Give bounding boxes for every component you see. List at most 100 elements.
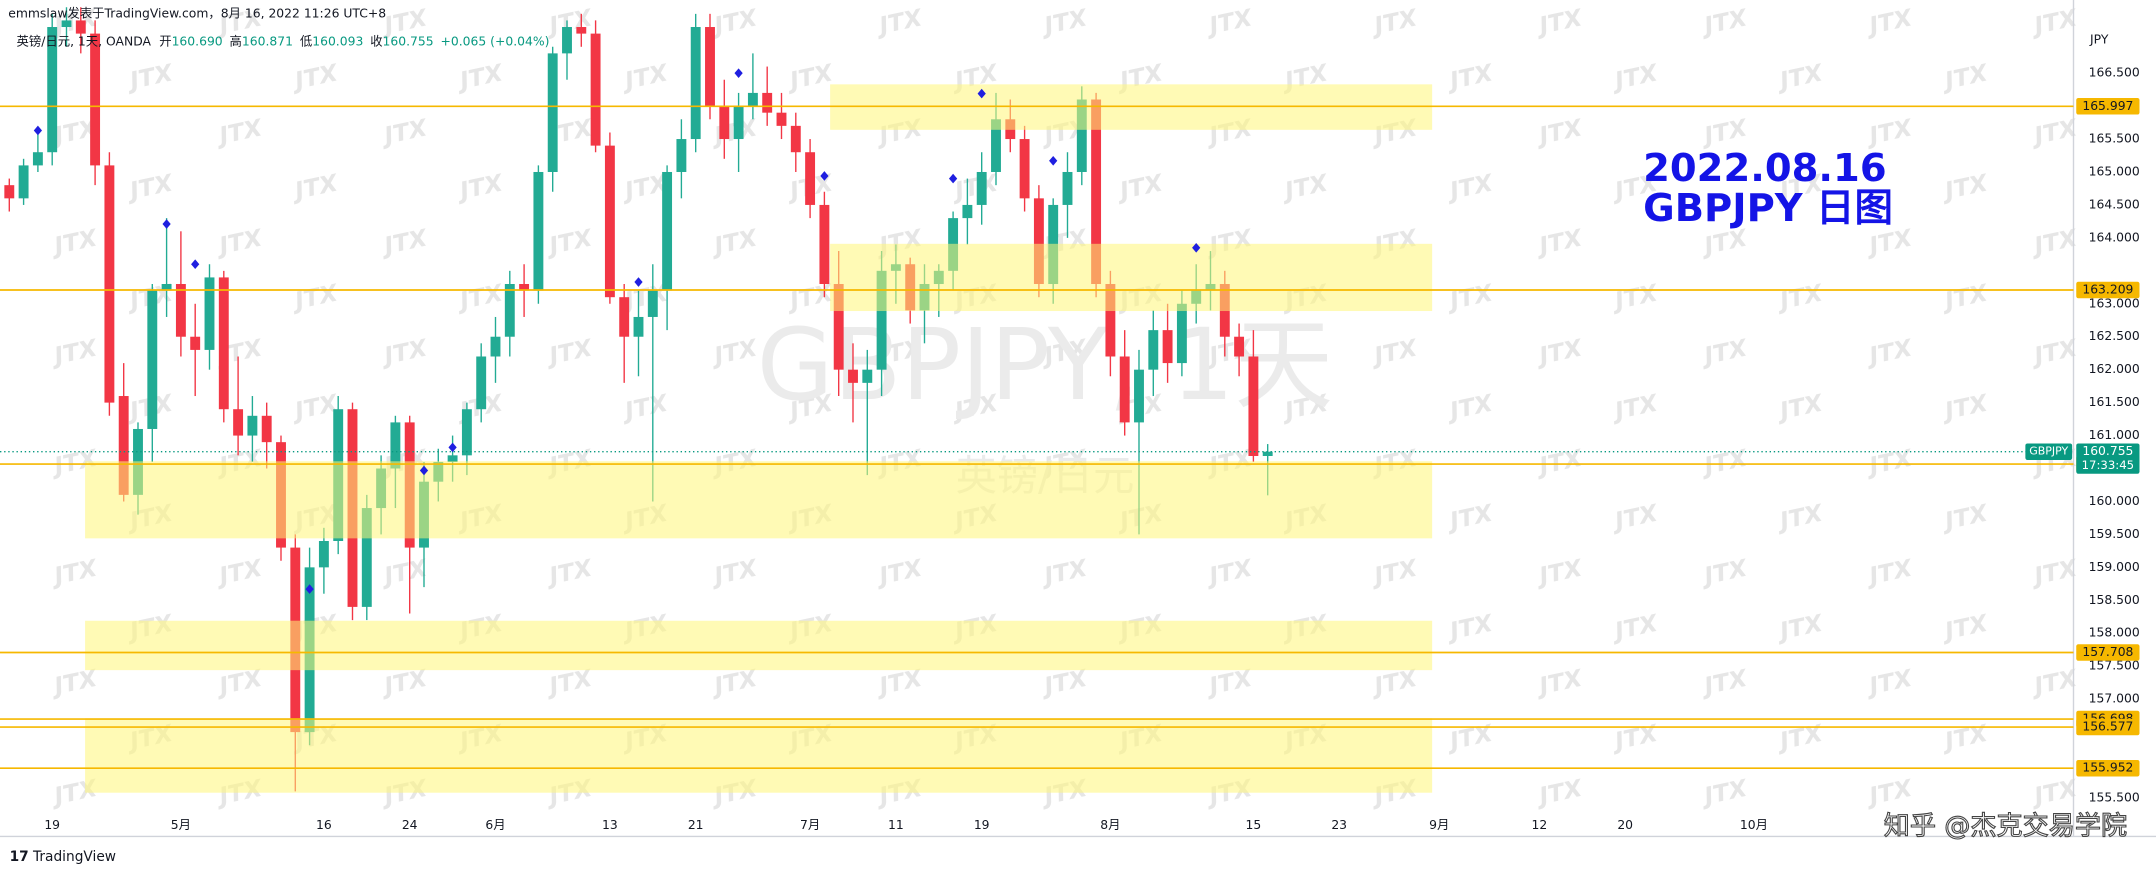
candle-body [1062, 171, 1073, 205]
y-tick-label: 158.000 [2089, 626, 2140, 640]
candle-body [705, 27, 715, 107]
y-tick-label: 163.000 [2089, 296, 2140, 310]
candle-body [47, 27, 58, 153]
candle-body [519, 284, 530, 291]
candle-body [562, 27, 572, 54]
candle-body [776, 112, 787, 126]
symbol-box [2025, 443, 2073, 460]
candle-body [1076, 99, 1087, 172]
last-price-box [2076, 443, 2140, 474]
annotation: GBPJPY 日图 [1643, 186, 1893, 231]
x-tick-label: 8月 [1100, 818, 1120, 832]
candle-body [819, 204, 830, 285]
y-tick-label: 158.500 [2089, 593, 2140, 607]
candle-body [504, 284, 515, 337]
candle-body [547, 53, 558, 172]
y-unit: JPY [2089, 32, 2109, 46]
byline: emmslaw发表于TradingView.com，8月 16, 2022 11… [8, 5, 386, 20]
candle-body [147, 290, 158, 429]
y-tick-label: 159.000 [2089, 560, 2140, 574]
ohlc-value: 160.755 [383, 34, 434, 48]
candle-body [1033, 198, 1044, 285]
candle-body [1234, 336, 1245, 357]
x-tick-label: 21 [688, 818, 704, 832]
level-label-box [2076, 281, 2140, 299]
symbol-label: GBPJPY [2029, 445, 2068, 458]
candle-body [676, 139, 687, 172]
candle-body [4, 185, 15, 199]
y-tick-label: 155.500 [2089, 790, 2140, 804]
x-tick-label: 10月 [1740, 818, 1768, 832]
credit: 知乎 @杰克交易学院 [1884, 811, 2127, 841]
y-tick-label: 164.000 [2089, 230, 2140, 244]
y-tick-label: 166.500 [2089, 66, 2140, 80]
candle-body [218, 277, 229, 410]
symbol: 英镑/日元, 1天, OANDA [17, 33, 152, 48]
y-tick-label: 164.500 [2089, 197, 2140, 211]
ohlc-label: 开 [159, 34, 171, 48]
candle-body [1162, 330, 1173, 364]
signal [977, 88, 986, 99]
candle-body [976, 171, 987, 205]
level-label-box [2076, 644, 2140, 661]
candle-body [647, 290, 658, 317]
candle-body [962, 204, 973, 219]
candle-body [733, 106, 744, 140]
candle-body [461, 409, 472, 456]
level-label: 155.952 [2082, 761, 2133, 775]
candle-body [604, 145, 615, 298]
candle-body [104, 165, 115, 403]
candle-body [32, 152, 43, 166]
x-tick-label: 6月 [485, 818, 505, 832]
candle-body [204, 277, 215, 350]
last-price-label: 160.755 [2082, 444, 2133, 458]
y-tick-label: 159.500 [2089, 527, 2140, 541]
x-tick-label: 16 [316, 818, 332, 832]
zone [830, 243, 1433, 312]
candle-body [762, 92, 773, 113]
candle-body [190, 336, 201, 350]
y-tick-label: 165.000 [2089, 164, 2140, 178]
zone [85, 620, 1433, 671]
ohlc-value: 160.871 [242, 34, 293, 48]
y-tick-label: 161.000 [2089, 428, 2140, 442]
candle-body [719, 106, 730, 140]
candle-body [175, 284, 186, 337]
signal [305, 584, 314, 594]
ohlc-label: 高 [230, 33, 242, 48]
x-tick-label: 19 [974, 818, 990, 832]
x-tick-label: 23 [1331, 818, 1347, 832]
signal [162, 219, 171, 229]
ohlc-label: 低 [300, 34, 312, 48]
candle-body [1134, 369, 1144, 423]
signal [419, 465, 429, 476]
candle-body [490, 336, 501, 357]
signal [1192, 242, 1201, 253]
brand: TradingView [32, 849, 116, 865]
candle-body [619, 297, 630, 337]
candle-body [318, 541, 329, 568]
y-tick-label: 160.000 [2089, 494, 2140, 508]
candle-body [690, 27, 701, 140]
level-label: 165.997 [2082, 99, 2133, 113]
candle-body [261, 415, 272, 443]
candle-body [991, 119, 1001, 172]
candle-body [18, 165, 29, 199]
signal [191, 259, 200, 270]
level-label-box [2076, 718, 2140, 736]
y-tick-label: 161.500 [2089, 395, 2140, 409]
x-tick-label: 24 [402, 818, 418, 832]
signal [820, 171, 829, 181]
symbol-line: 英镑/日元, 1天, OANDA 开160.690 高160.871 低160.093… [17, 33, 550, 48]
candle-body [590, 33, 601, 146]
ohlc-value: 160.093 [312, 34, 363, 48]
candle-body [533, 171, 544, 291]
candle-body [1248, 356, 1259, 456]
level-label: 157.708 [2082, 645, 2133, 659]
annotation: 2022.08.16 [1643, 146, 1886, 191]
candle-body [1105, 284, 1116, 357]
change: +0.065 (+0.04%) [441, 34, 550, 48]
signal [948, 173, 958, 184]
candle-body [848, 369, 858, 383]
